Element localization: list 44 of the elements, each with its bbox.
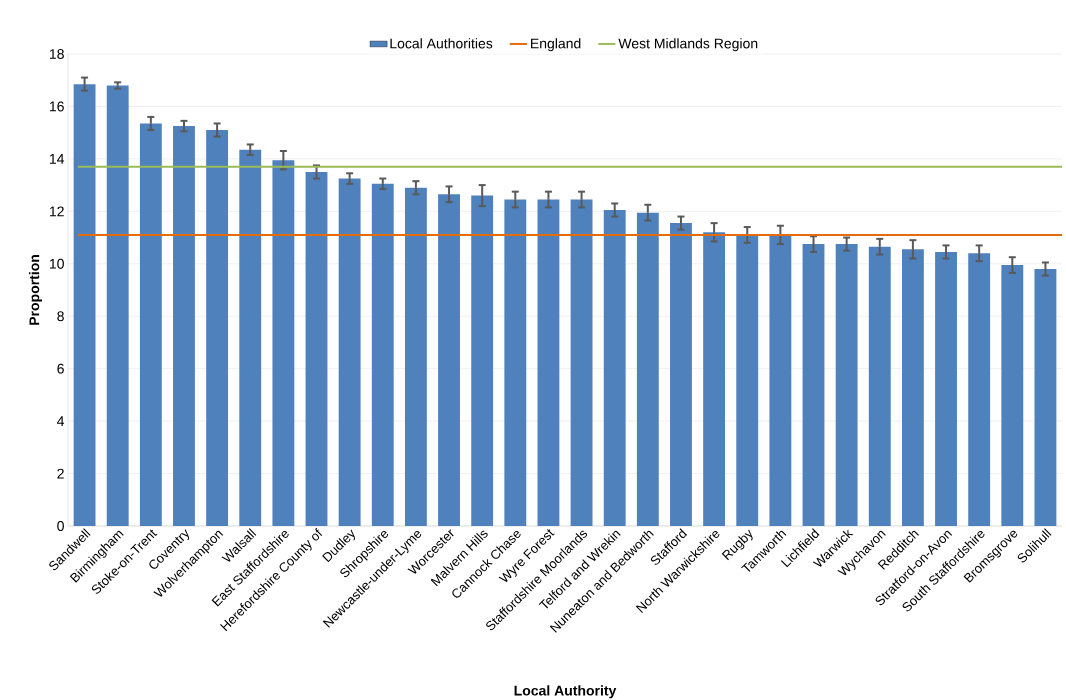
legend-label: England: [531, 38, 581, 52]
bar: [1034, 269, 1057, 526]
bar: [868, 246, 891, 526]
bar: [968, 253, 991, 526]
bar: [305, 171, 328, 526]
bar: [670, 223, 692, 526]
bar: [636, 212, 659, 526]
bar: [338, 178, 361, 526]
y-tick-label: 14: [49, 154, 65, 164]
bar: [106, 85, 129, 526]
bar: [239, 149, 262, 526]
y-tick-label: 2: [57, 468, 64, 479]
legend-label: Local Authorities: [390, 38, 493, 49]
bar: [471, 195, 494, 526]
bar: [802, 244, 825, 526]
x-axis-title: Local Authority: [514, 685, 617, 699]
bar: [703, 232, 726, 526]
bar: [73, 84, 96, 526]
bar: [769, 234, 792, 526]
y-tick-label: 18: [49, 49, 64, 59]
y-tick-label: 10: [49, 258, 64, 269]
bar: [901, 249, 924, 526]
bar: [935, 251, 957, 526]
bar: [371, 183, 394, 526]
bar: [835, 244, 858, 526]
bar: [570, 199, 593, 526]
y-tick-label: 4: [57, 416, 65, 426]
bar: [139, 123, 162, 526]
bar: [272, 160, 295, 526]
bar: [438, 194, 460, 526]
bar: [504, 199, 527, 526]
bar: [173, 126, 195, 526]
bar: [404, 187, 427, 526]
y-tick-label: 12: [49, 206, 64, 217]
bar: [537, 199, 560, 526]
bar: [736, 234, 759, 526]
y-axis-title: Proportion: [28, 255, 43, 325]
y-tick-label: 16: [49, 101, 64, 112]
bar: [603, 210, 626, 526]
y-tick-label: 6: [57, 363, 64, 374]
bar: [206, 130, 229, 526]
legend-label: West Midlands Region: [618, 38, 758, 52]
y-tick-label: 8: [57, 311, 64, 322]
bar: [1001, 265, 1024, 526]
